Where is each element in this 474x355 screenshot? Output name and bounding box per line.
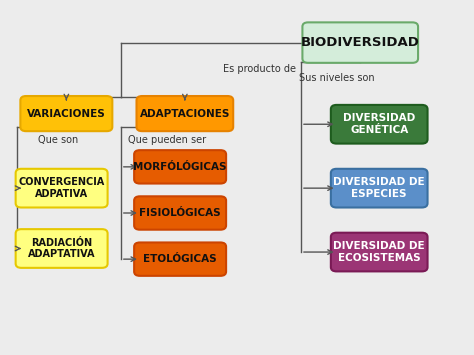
Text: FISIOLÓGICAS: FISIOLÓGICAS xyxy=(139,208,221,218)
FancyBboxPatch shape xyxy=(16,169,108,207)
FancyBboxPatch shape xyxy=(331,169,428,207)
FancyBboxPatch shape xyxy=(331,233,428,271)
FancyBboxPatch shape xyxy=(134,150,226,184)
FancyBboxPatch shape xyxy=(16,229,108,268)
Text: CONVERGENCIA
ADPATIVA: CONVERGENCIA ADPATIVA xyxy=(18,178,105,199)
Text: Que son: Que son xyxy=(38,135,78,145)
Text: BIODIVERSIDAD: BIODIVERSIDAD xyxy=(301,36,419,49)
Text: DIVERSIDAD
GENÉTICA: DIVERSIDAD GENÉTICA xyxy=(343,114,415,135)
Text: Que pueden ser: Que pueden ser xyxy=(128,135,206,145)
FancyBboxPatch shape xyxy=(331,105,428,143)
FancyBboxPatch shape xyxy=(137,96,233,131)
Text: DIVERSIDAD DE
ECOSISTEMAS: DIVERSIDAD DE ECOSISTEMAS xyxy=(333,241,425,263)
Text: DIVERSIDAD DE
ESPECIES: DIVERSIDAD DE ESPECIES xyxy=(333,178,425,199)
Text: Es producto de: Es producto de xyxy=(223,64,296,74)
FancyBboxPatch shape xyxy=(302,22,418,63)
Text: ADAPTACIONES: ADAPTACIONES xyxy=(140,109,230,119)
Text: MORFÓLÓGICAS: MORFÓLÓGICAS xyxy=(133,162,227,172)
Text: VARIACIONES: VARIACIONES xyxy=(27,109,106,119)
Text: ETOLÓGICAS: ETOLÓGICAS xyxy=(143,254,217,264)
Text: RADIACIÓN
ADAPTATIVA: RADIACIÓN ADAPTATIVA xyxy=(28,238,95,259)
FancyBboxPatch shape xyxy=(134,196,226,230)
FancyBboxPatch shape xyxy=(20,96,112,131)
Text: Sus niveles son: Sus niveles son xyxy=(299,73,374,83)
FancyBboxPatch shape xyxy=(134,242,226,276)
